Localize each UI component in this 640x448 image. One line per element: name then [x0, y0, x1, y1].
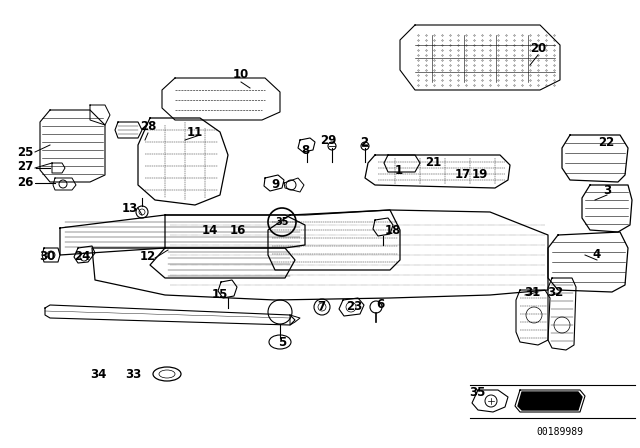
- Text: 21: 21: [425, 155, 441, 168]
- Text: 1: 1: [395, 164, 403, 177]
- Text: 33: 33: [125, 367, 141, 380]
- Text: 32: 32: [547, 287, 563, 300]
- Text: 27: 27: [17, 159, 33, 172]
- Text: 28: 28: [140, 121, 156, 134]
- Text: 22: 22: [598, 137, 614, 150]
- Text: 30: 30: [39, 250, 55, 263]
- Text: 25: 25: [17, 146, 33, 159]
- Text: 00189989: 00189989: [536, 427, 584, 437]
- Text: 5: 5: [278, 336, 286, 349]
- Text: 19: 19: [472, 168, 488, 181]
- Text: 3: 3: [603, 184, 611, 197]
- Text: 12: 12: [140, 250, 156, 263]
- Text: 7: 7: [317, 301, 325, 314]
- Text: 18: 18: [385, 224, 401, 237]
- Polygon shape: [518, 392, 582, 410]
- Text: 16: 16: [230, 224, 246, 237]
- Text: 14: 14: [202, 224, 218, 237]
- Text: 20: 20: [530, 42, 546, 55]
- Text: 6: 6: [376, 298, 384, 311]
- Text: 9: 9: [271, 178, 279, 191]
- Text: 29: 29: [320, 134, 336, 146]
- Text: 17: 17: [455, 168, 471, 181]
- Text: 26: 26: [17, 177, 33, 190]
- Text: 35: 35: [469, 387, 485, 400]
- Text: 13: 13: [122, 202, 138, 215]
- Text: 31: 31: [524, 285, 540, 298]
- Text: 24: 24: [74, 250, 90, 263]
- Text: 4: 4: [593, 249, 601, 262]
- Text: 2: 2: [360, 137, 368, 150]
- Text: 35: 35: [275, 217, 289, 227]
- Text: 10: 10: [233, 69, 249, 82]
- Text: 23: 23: [346, 301, 362, 314]
- Text: 15: 15: [212, 288, 228, 301]
- Text: 8: 8: [301, 143, 309, 156]
- Text: 11: 11: [187, 126, 203, 139]
- Text: 34: 34: [90, 367, 106, 380]
